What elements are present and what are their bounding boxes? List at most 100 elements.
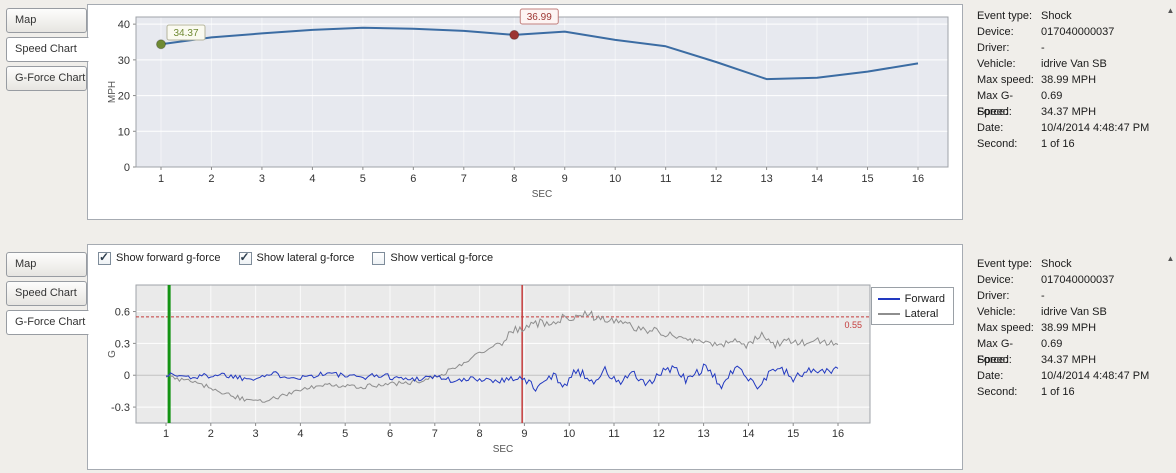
event-info-row: Speed: 34.37 MPH <box>977 352 1169 368</box>
event-info-row: Driver: - <box>977 40 1169 56</box>
speed-x-tick: 1 <box>158 173 164 185</box>
event-info-row: Device: 017040000037 <box>977 272 1169 288</box>
tab-map-top[interactable]: Map <box>6 8 87 33</box>
gforce-x-tick: 16 <box>832 428 844 440</box>
event-info-row: Device: 017040000037 <box>977 24 1169 40</box>
gforce-threshold-label: 0.55 <box>844 320 862 330</box>
speed-marker[interactable] <box>156 39 166 50</box>
checkbox-show-forward-gforce[interactable]: Show forward g-force <box>98 250 221 265</box>
gforce-x-tick: 5 <box>342 428 348 440</box>
scroll-up-icon[interactable]: ▲ <box>1166 254 1175 263</box>
speed-x-tick: 7 <box>461 173 467 185</box>
checkbox-icon <box>98 250 111 265</box>
bottom-tab-column: Map Speed Chart G-Force Chart <box>6 252 89 339</box>
event-info-label: Event type: <box>977 10 1033 22</box>
gforce-x-tick: 1 <box>163 428 169 440</box>
speed-x-tick: 10 <box>609 173 621 185</box>
tab-g-force-chart-top[interactable]: G-Force Chart <box>6 66 87 91</box>
speed-x-tick: 13 <box>760 173 772 185</box>
gforce-y-axis-label: G <box>107 350 118 358</box>
gforce-x-tick: 6 <box>387 428 393 440</box>
speed-plot-area <box>136 17 948 167</box>
speed-y-tick: 30 <box>118 55 130 67</box>
tab-speed-chart-top[interactable]: Speed Chart <box>6 37 89 62</box>
gforce-x-tick: 12 <box>653 428 665 440</box>
event-info-row: Driver: - <box>977 288 1169 304</box>
checkbox-label: Show vertical g-force <box>390 252 494 264</box>
gforce-chart[interactable]: -0.300.30.61 2 3 4 5 6 7 8 9 10 11 12 13 14 15 16SECG0.… <box>88 271 962 469</box>
gforce-series-lateral <box>165 309 839 403</box>
event-info-row: Second: 1 of 16 <box>977 384 1169 400</box>
event-info-row: Date: 10/4/2014 4:48:47 PM <box>977 368 1169 384</box>
speed-x-tick: 9 <box>562 173 568 185</box>
gforce-x-tick: 3 <box>253 428 259 440</box>
scroll-up-icon[interactable]: ▲ <box>1166 6 1175 15</box>
event-info-row: Max speed: 38.99 MPH <box>977 72 1169 88</box>
gforce-series-forward <box>165 363 839 392</box>
event-info-row: Event type: Shock <box>977 256 1169 272</box>
speed-x-tick: 4 <box>309 173 315 185</box>
event-info-label: Date: <box>977 122 1004 134</box>
speed-x-tick: 15 <box>861 173 873 185</box>
speed-x-tick: 11 <box>660 173 671 185</box>
gforce-y-tick: -0.3 <box>111 402 130 414</box>
speed-marker[interactable] <box>509 29 520 40</box>
legend-item-lateral: Lateral <box>877 306 945 321</box>
checkbox-icon <box>372 251 386 265</box>
event-info-panel-bottom: Event type: Shock Device: 017040000037 Drive… <box>977 256 1169 400</box>
event-info-value: Shock <box>1041 10 1072 22</box>
tab-map-bottom[interactable]: Map <box>6 252 87 277</box>
tab-g-force-chart-bottom[interactable]: G-Force Chart <box>6 310 89 335</box>
event-info-value: 34.37 MPH <box>1041 354 1097 366</box>
checkbox-show-vertical-gforce[interactable]: Show vertical g-force <box>372 251 494 265</box>
speed-line <box>160 26 919 81</box>
gforce-checkbox-row: Show forward g-force Show lateral g-forc… <box>88 245 962 271</box>
event-info-row: Second: 1 of 16 <box>977 136 1169 152</box>
speed-x-tick: 2 <box>208 173 214 185</box>
gforce-x-tick: 2 <box>208 428 214 440</box>
event-info-row: Vehicle: idrive Van SB <box>977 56 1169 72</box>
checkbox-icon <box>238 250 252 265</box>
event-info-label: Device: <box>977 274 1014 286</box>
event-info-label: Max G-Force: <box>977 338 1014 366</box>
speed-marker-label-box <box>519 8 559 25</box>
gforce-x-tick: 7 <box>432 428 438 440</box>
event-info-row: Date: 10/4/2014 4:48:47 PM <box>977 120 1169 136</box>
speed-y-tick: 20 <box>118 91 130 103</box>
event-info-row: Max G-Force: 0.69 <box>977 336 1169 366</box>
speed-marker-label: 34.37 <box>173 28 198 39</box>
event-info-label: Second: <box>977 386 1018 398</box>
gforce-y-tick: 0.3 <box>115 338 130 350</box>
event-info-label: Max G-Force: <box>977 90 1014 118</box>
gforce-x-tick: 11 <box>608 428 619 440</box>
gforce-x-tick: 10 <box>563 428 575 440</box>
event-info-panel-top: Event type: Shock Device: 017040000037 Drive… <box>977 8 1169 152</box>
legend-label: Forward <box>904 292 945 305</box>
gforce-x-tick: 14 <box>742 428 754 440</box>
gforce-x-tick: 8 <box>477 428 483 440</box>
checkbox-show-lateral-gforce[interactable]: Show lateral g-force <box>238 250 354 265</box>
event-info-value: 38.99 MPH <box>1041 74 1097 86</box>
speed-y-tick: 40 <box>118 19 130 31</box>
event-info-label: Speed: <box>977 106 1012 118</box>
speed-x-axis-label: SEC <box>532 189 553 200</box>
speed-x-tick: 12 <box>710 173 722 185</box>
event-info-row: Event type: Shock <box>977 8 1169 24</box>
event-info-value: - <box>1041 290 1045 302</box>
event-info-label: Vehicle: <box>977 306 1016 318</box>
event-info-value: idrive Van SB <box>1041 306 1107 318</box>
event-info-row: Max G-Force: 0.69 <box>977 88 1169 118</box>
event-info-value: idrive Van SB <box>1041 58 1107 70</box>
gforce-y-tick: 0 <box>124 370 130 382</box>
speed-x-tick: 5 <box>360 173 366 185</box>
event-info-label: Max speed: <box>977 74 1034 86</box>
event-info-label: Max speed: <box>977 322 1034 334</box>
tab-speed-chart-bottom[interactable]: Speed Chart <box>6 281 87 306</box>
legend-item-forward: Forward <box>877 291 945 306</box>
gforce-x-tick: 4 <box>297 428 303 440</box>
gforce-x-axis-label: SEC <box>493 444 514 455</box>
event-info-label: Driver: <box>977 42 1010 54</box>
speed-y-tick: 10 <box>118 126 130 138</box>
